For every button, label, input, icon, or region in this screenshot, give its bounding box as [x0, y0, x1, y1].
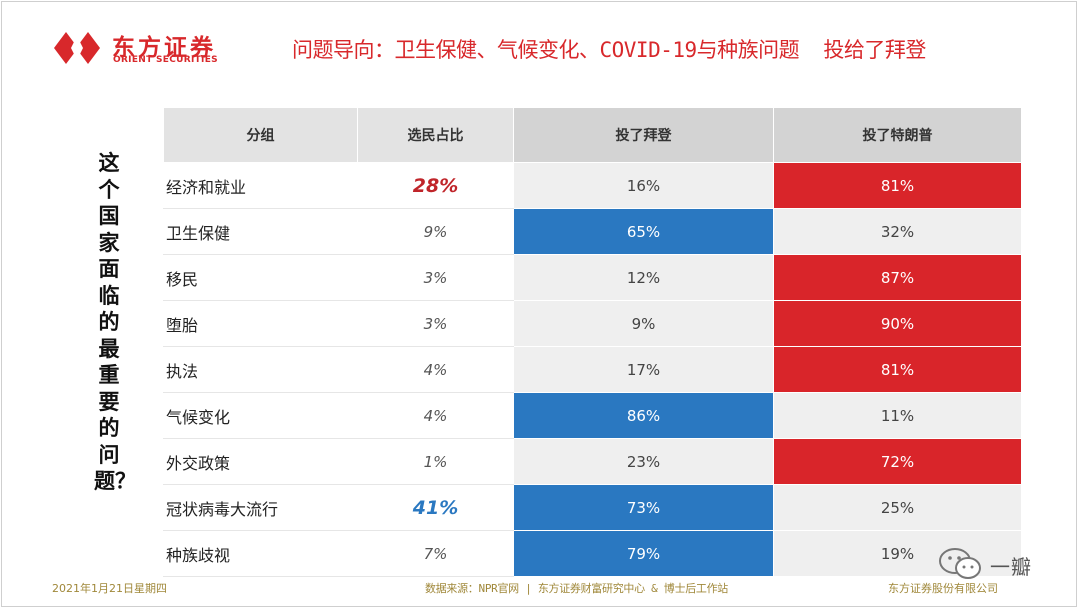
footer-source: 数据来源：NPR官网 | 东方证券财富研究中心 & 博士后工作站 [425, 582, 729, 595]
voter-share-value: 41% [412, 496, 459, 519]
row-category: 堕胎 [163, 300, 358, 347]
row-trump-pct: 81% [773, 346, 1022, 393]
table-row: 移民 3% 12% 87% [163, 254, 1022, 301]
row-category: 卫生保健 [163, 208, 358, 255]
col-header-share: 选民占比 [357, 107, 514, 163]
row-biden-pct: 23% [513, 438, 774, 485]
row-category: 种族歧视 [163, 530, 358, 577]
row-category: 气候变化 [163, 392, 358, 439]
col-header-trump: 投了特朗普 [773, 107, 1022, 163]
table-row: 卫生保健 9% 65% 32% [163, 208, 1022, 255]
row-voter-share: 4% [357, 392, 514, 439]
table-header-row: 分组 选民占比 投了拜登 投了特朗普 [163, 107, 1022, 163]
row-voter-share: 41% [357, 484, 514, 531]
table-row: 经济和就业 28% 16% 81% [163, 162, 1022, 209]
col-header-group: 分组 [163, 107, 358, 163]
side-question: 这个国家面临的最重要的问题？ [94, 151, 136, 493]
footer-company: 东方证券股份有限公司 [888, 582, 998, 595]
voter-share-value: 28% [412, 174, 459, 197]
row-biden-pct: 12% [513, 254, 774, 301]
row-trump-pct: 90% [773, 300, 1022, 347]
row-biden-pct: 86% [513, 392, 774, 439]
row-biden-pct: 79% [513, 530, 774, 577]
row-biden-pct: 9% [513, 300, 774, 347]
orient-securities-logo: 东方证券 ORIENT SECURITIES [52, 26, 262, 70]
row-category: 移民 [163, 254, 358, 301]
vote-table: 分组 选民占比 投了拜登 投了特朗普 经济和就业 28% 16% 81% 卫生保健 9% 6… [163, 107, 1022, 577]
voter-share-value: 3% [423, 314, 448, 333]
row-category: 外交政策 [163, 438, 358, 485]
row-voter-share: 28% [357, 162, 514, 209]
row-voter-share: 3% [357, 254, 514, 301]
voter-share-value: 4% [423, 360, 448, 379]
row-voter-share: 4% [357, 346, 514, 393]
row-voter-share: 9% [357, 208, 514, 255]
watermark-text: 一瓣 [990, 555, 1032, 579]
wechat-icon [939, 548, 981, 579]
row-category: 冠状病毒大流行 [163, 484, 358, 531]
row-voter-share: 7% [357, 530, 514, 577]
row-trump-pct: 81% [773, 162, 1022, 209]
row-trump-pct: 87% [773, 254, 1022, 301]
table-row: 执法 4% 17% 81% [163, 346, 1022, 393]
voter-share-value: 1% [423, 452, 448, 471]
voter-share-value: 9% [423, 222, 448, 241]
voter-share-value: 4% [423, 406, 448, 425]
row-biden-pct: 73% [513, 484, 774, 531]
slide-title: 问题导向：卫生保健、气候变化、COVID-19与种族问题 投给了拜登 [292, 38, 926, 62]
row-trump-pct: 25% [773, 484, 1022, 531]
orient-logo-icon [54, 32, 100, 64]
footer-date: 2021年1月21日星期四 [52, 582, 167, 595]
table-row: 冠状病毒大流行 41% 73% 25% [163, 484, 1022, 531]
voter-share-value: 7% [423, 544, 448, 563]
logo-en-text: ORIENT SECURITIES [113, 55, 218, 65]
table-row: 外交政策 1% 23% 72% [163, 438, 1022, 485]
voter-share-value: 3% [423, 268, 448, 287]
row-trump-pct: 32% [773, 208, 1022, 255]
table-row: 种族歧视 7% 79% 19% [163, 530, 1022, 577]
row-voter-share: 3% [357, 300, 514, 347]
row-voter-share: 1% [357, 438, 514, 485]
row-biden-pct: 65% [513, 208, 774, 255]
row-biden-pct: 16% [513, 162, 774, 209]
table-row: 堕胎 3% 9% 90% [163, 300, 1022, 347]
row-category: 经济和就业 [163, 162, 358, 209]
logo-cn-text: 东方证券 [112, 35, 216, 61]
row-trump-pct: 72% [773, 438, 1022, 485]
row-biden-pct: 17% [513, 346, 774, 393]
table-row: 气候变化 4% 86% 11% [163, 392, 1022, 439]
col-header-biden: 投了拜登 [513, 107, 774, 163]
row-trump-pct: 11% [773, 392, 1022, 439]
row-category: 执法 [163, 346, 358, 393]
